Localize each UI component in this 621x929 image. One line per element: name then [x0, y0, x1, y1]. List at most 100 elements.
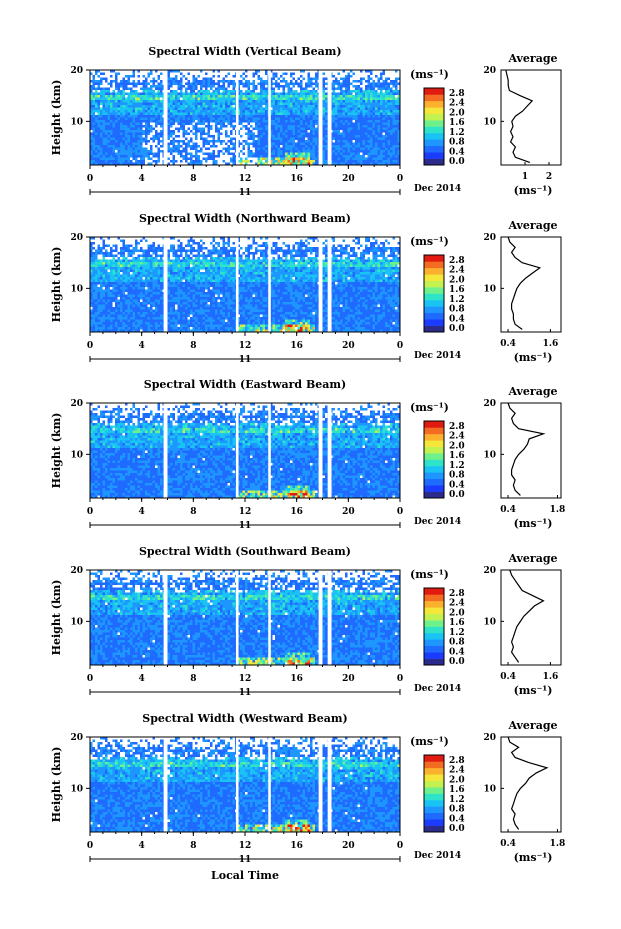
- heatmap-cell: [180, 128, 183, 131]
- heatmap-cell: [170, 153, 173, 156]
- heatmap-cell: [220, 83, 223, 86]
- heatmap-cell: [168, 108, 171, 111]
- heatmap-cell: [343, 118, 346, 121]
- heatmap-cell: [233, 153, 236, 156]
- heatmap-cell: [280, 100, 283, 103]
- heatmap-cell: [295, 103, 298, 106]
- heatmap-cell: [135, 125, 138, 128]
- heatmap-cell: [218, 75, 221, 78]
- heatmap-cell: [215, 128, 218, 131]
- heatmap-cell: [335, 133, 338, 136]
- heatmap-cell: [160, 138, 163, 141]
- heatmap-cell: [290, 100, 293, 103]
- heatmap-cell: [160, 115, 163, 118]
- heatmap-cell: [365, 120, 368, 123]
- heatmap-cell: [153, 135, 156, 138]
- heatmap-cell: [260, 105, 263, 108]
- heatmap-cell: [118, 100, 121, 103]
- heatmap-cell: [143, 150, 146, 153]
- heatmap-cell: [243, 75, 246, 78]
- heatmap-cell: [240, 140, 243, 143]
- heatmap-cell: [133, 88, 136, 91]
- heatmap-cell: [103, 80, 106, 83]
- heatmap-cell: [175, 100, 178, 103]
- heatmap-cell: [185, 125, 188, 128]
- heatmap-cell: [310, 125, 313, 128]
- heatmap-cell: [323, 160, 326, 163]
- heatmap-cell: [310, 80, 313, 83]
- heatmap-cell: [285, 90, 288, 93]
- heatmap-cell: [388, 110, 391, 113]
- heatmap-cell: [375, 73, 378, 76]
- heatmap-cell: [138, 158, 141, 161]
- heatmap-cell: [315, 73, 318, 76]
- heatmap-cell: [358, 135, 361, 138]
- heatmap-cell: [105, 135, 108, 138]
- heatmap-cell: [98, 252, 101, 255]
- heatmap-cell: [113, 125, 116, 128]
- heatmap: [90, 237, 400, 332]
- heatmap-cell: [110, 115, 113, 118]
- heatmap-cell: [170, 93, 173, 96]
- heatmap-cell: [310, 88, 313, 91]
- heatmap-cell: [375, 128, 378, 131]
- heatmap-cell: [140, 85, 143, 88]
- heatmap-cell: [138, 83, 141, 86]
- heatmap-cell: [350, 133, 353, 136]
- heatmap-cell: [108, 95, 111, 98]
- heatmap-cell: [158, 135, 161, 138]
- heatmap: [90, 70, 400, 165]
- heatmap-cell: [225, 143, 228, 146]
- heatmap-cell: [98, 95, 101, 98]
- heatmap-cell: [220, 100, 223, 103]
- heatmap-cell: [275, 140, 278, 143]
- heatmap-cell: [303, 85, 306, 88]
- heatmap-cell: [378, 98, 381, 101]
- heatmap-cell: [103, 135, 106, 138]
- heatmap-cell: [285, 133, 288, 136]
- heatmap-cell: [343, 100, 346, 103]
- heatmap-cell: [215, 88, 218, 91]
- heatmap-cell: [283, 80, 286, 83]
- heatmap-cell: [375, 138, 378, 141]
- heatmap-cell: [345, 145, 348, 148]
- heatmap-cell: [310, 113, 313, 116]
- heatmap-cell: [105, 98, 108, 101]
- heatmap-cell: [185, 128, 188, 131]
- heatmap-cell: [203, 98, 206, 101]
- heatmap-cell: [285, 113, 288, 116]
- heatmap-cell: [218, 73, 221, 76]
- heatmap-cell: [283, 118, 286, 121]
- heatmap-cell: [258, 118, 261, 121]
- heatmap-cell: [278, 110, 281, 113]
- heatmap-cell: [155, 98, 158, 101]
- heatmap-cell: [365, 110, 368, 113]
- heatmap-cell: [158, 128, 161, 131]
- heatmap-cell: [373, 73, 376, 76]
- heatmap-cell: [123, 75, 126, 78]
- heatmap-cell: [255, 133, 258, 136]
- heatmap-cell: [160, 125, 163, 128]
- heatmap-cell: [373, 153, 376, 156]
- heatmap-cell: [240, 118, 243, 121]
- heatmap-cell: [103, 88, 106, 91]
- heatmap-cell: [228, 120, 231, 123]
- heatmap-cell: [283, 90, 286, 93]
- heatmap-cell: [343, 75, 346, 78]
- heatmap-cell: [355, 100, 358, 103]
- heatmap-cell: [355, 145, 358, 148]
- heatmap-cell: [105, 73, 108, 76]
- heatmap-cell: [115, 80, 118, 83]
- colorbar-unit-label: (ms⁻¹): [410, 68, 449, 81]
- heatmap-cell: [228, 90, 231, 93]
- heatmap-cell: [353, 153, 356, 156]
- heatmap-cell: [198, 158, 201, 161]
- heatmap-cell: [263, 133, 266, 136]
- heatmap-cell: [150, 155, 153, 158]
- heatmap-cell: [260, 120, 263, 123]
- heatmap-cell: [290, 113, 293, 116]
- heatmap-cell: [98, 242, 101, 245]
- heatmap-cell: [158, 80, 161, 83]
- heatmap-cell: [145, 155, 148, 158]
- heatmap-cell: [230, 145, 233, 148]
